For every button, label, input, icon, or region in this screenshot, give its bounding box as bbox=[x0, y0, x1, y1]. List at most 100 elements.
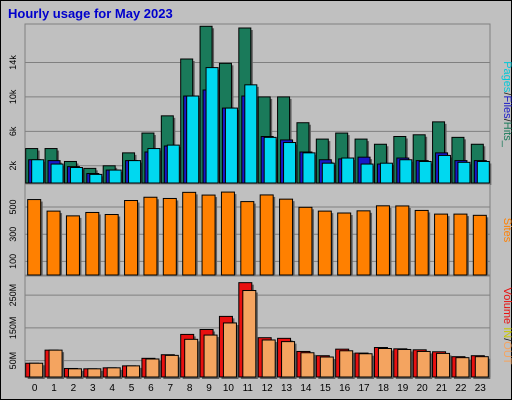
pages-bar bbox=[108, 169, 122, 184]
hits-panel-legend: Pages/Files/Hits_ bbox=[501, 61, 512, 148]
pages-bar bbox=[457, 161, 471, 184]
sites-bar bbox=[375, 205, 390, 276]
volume-out-bar bbox=[319, 356, 334, 378]
y-tick-label: 6k bbox=[8, 126, 18, 136]
hour-label: 18 bbox=[378, 383, 390, 394]
hour-label: 4 bbox=[109, 383, 115, 394]
sites-bar bbox=[124, 200, 139, 276]
legend-pages: Pages bbox=[501, 61, 512, 93]
volume-out-bar bbox=[29, 362, 44, 378]
legend-volume: Volume bbox=[501, 287, 512, 324]
sites-bar bbox=[46, 210, 61, 276]
sites-bar bbox=[85, 211, 100, 276]
legend-in: IN bbox=[501, 327, 512, 338]
chart-title: Hourly usage for May 2023 bbox=[8, 6, 173, 21]
y-tick-label: 150M bbox=[8, 317, 18, 340]
hour-label: 23 bbox=[475, 383, 487, 394]
legend-sites: Sites bbox=[501, 218, 512, 243]
sites-bar bbox=[104, 214, 119, 276]
sites-bar bbox=[317, 210, 332, 276]
pages-bar bbox=[379, 162, 393, 184]
hour-label: 22 bbox=[455, 383, 467, 394]
pages-bar bbox=[69, 167, 83, 184]
sites-bar bbox=[298, 206, 313, 276]
pages-bar bbox=[341, 157, 355, 184]
legend-files: Files bbox=[501, 95, 512, 119]
volume-out-bar bbox=[416, 350, 431, 378]
pages-bar bbox=[166, 144, 180, 184]
hour-axis-labels: 0 1 2 3 4 5 6 7 8 9 10 11 12 13 14 15 16 17 18 19 20 21 22 23 bbox=[32, 383, 486, 394]
legend-hits: Hits_ bbox=[501, 122, 512, 148]
volume-out-bar bbox=[358, 353, 373, 378]
pages-bar bbox=[147, 148, 161, 184]
pages-bar bbox=[476, 160, 490, 184]
hour-label: 8 bbox=[187, 383, 193, 394]
hour-label: 7 bbox=[168, 383, 174, 394]
sites-bar bbox=[337, 212, 352, 276]
y-tick-label: 100 bbox=[8, 254, 18, 269]
hour-label: 20 bbox=[417, 383, 429, 394]
y-tick-label: 2k bbox=[8, 161, 18, 171]
volume-out-bar bbox=[281, 341, 296, 378]
sites-bar bbox=[279, 198, 294, 276]
volume-out-bar bbox=[436, 352, 451, 378]
hour-label: 16 bbox=[339, 383, 351, 394]
sites-bar bbox=[162, 197, 177, 276]
volume-out-bar bbox=[339, 350, 354, 378]
sites-bar bbox=[453, 213, 468, 276]
volume-out-bar bbox=[126, 365, 141, 378]
legend-out: OUT bbox=[501, 341, 512, 365]
hour-label: 10 bbox=[223, 383, 235, 394]
pages-bar bbox=[128, 160, 142, 184]
hits-panel: 2k 6k 10k 14k bbox=[8, 23, 492, 186]
volume-out-bar bbox=[145, 358, 160, 378]
pages-bar bbox=[50, 163, 64, 184]
pages-bar bbox=[283, 142, 297, 184]
hour-label: 19 bbox=[397, 383, 409, 394]
pages-bar bbox=[205, 67, 219, 184]
volume-out-bar bbox=[377, 348, 392, 378]
volume-out-bar bbox=[87, 368, 102, 378]
hour-label: 0 bbox=[32, 383, 38, 394]
hour-label: 17 bbox=[359, 383, 371, 394]
sites-bar bbox=[356, 210, 371, 276]
volume-out-bar bbox=[474, 356, 489, 378]
y-tick-label: 250M bbox=[8, 284, 18, 307]
sites-bar bbox=[414, 209, 429, 276]
hour-label: 6 bbox=[148, 383, 154, 394]
sites-panel: 100 300 500 bbox=[8, 183, 491, 277]
pages-bar bbox=[418, 160, 432, 184]
sites-bar bbox=[143, 196, 158, 276]
volume-panel-legend: Volume IN/OUT bbox=[501, 287, 512, 364]
volume-out-bar bbox=[222, 322, 237, 378]
sites-bar bbox=[434, 213, 449, 276]
y-tick-label: 14k bbox=[8, 55, 18, 70]
pages-bar bbox=[321, 162, 335, 184]
volume-out-bar bbox=[48, 349, 63, 378]
volume-out-bar bbox=[261, 339, 276, 378]
sites-bar bbox=[65, 215, 80, 276]
hour-label: 2 bbox=[71, 383, 77, 394]
volume-out-bar bbox=[67, 368, 82, 378]
pages-bar bbox=[31, 159, 45, 184]
pages-bar bbox=[399, 159, 413, 184]
pages-bar bbox=[263, 136, 277, 184]
hour-label: 9 bbox=[206, 383, 212, 394]
volume-out-bar bbox=[397, 348, 412, 378]
pages-bar bbox=[438, 154, 452, 184]
sites-bar bbox=[472, 214, 487, 276]
hour-label: 13 bbox=[281, 383, 293, 394]
volume-out-bar bbox=[242, 290, 257, 378]
pages-bar bbox=[244, 84, 258, 184]
hour-label: 5 bbox=[129, 383, 135, 394]
y-tick-label: 300 bbox=[8, 227, 18, 242]
volume-out-bar bbox=[455, 357, 470, 378]
y-tick-label: 500 bbox=[8, 200, 18, 215]
hour-label: 1 bbox=[51, 383, 57, 394]
y-tick-label: 10k bbox=[8, 89, 18, 104]
hour-label: 11 bbox=[243, 383, 254, 394]
hour-label: 12 bbox=[262, 383, 274, 394]
volume-panel: 50M 150M 250M bbox=[8, 275, 491, 379]
volume-out-bar bbox=[106, 367, 121, 378]
